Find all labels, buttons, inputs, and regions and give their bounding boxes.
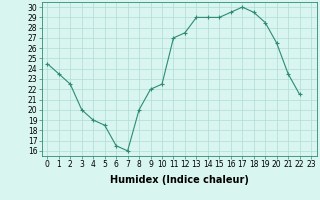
X-axis label: Humidex (Indice chaleur): Humidex (Indice chaleur): [110, 175, 249, 185]
